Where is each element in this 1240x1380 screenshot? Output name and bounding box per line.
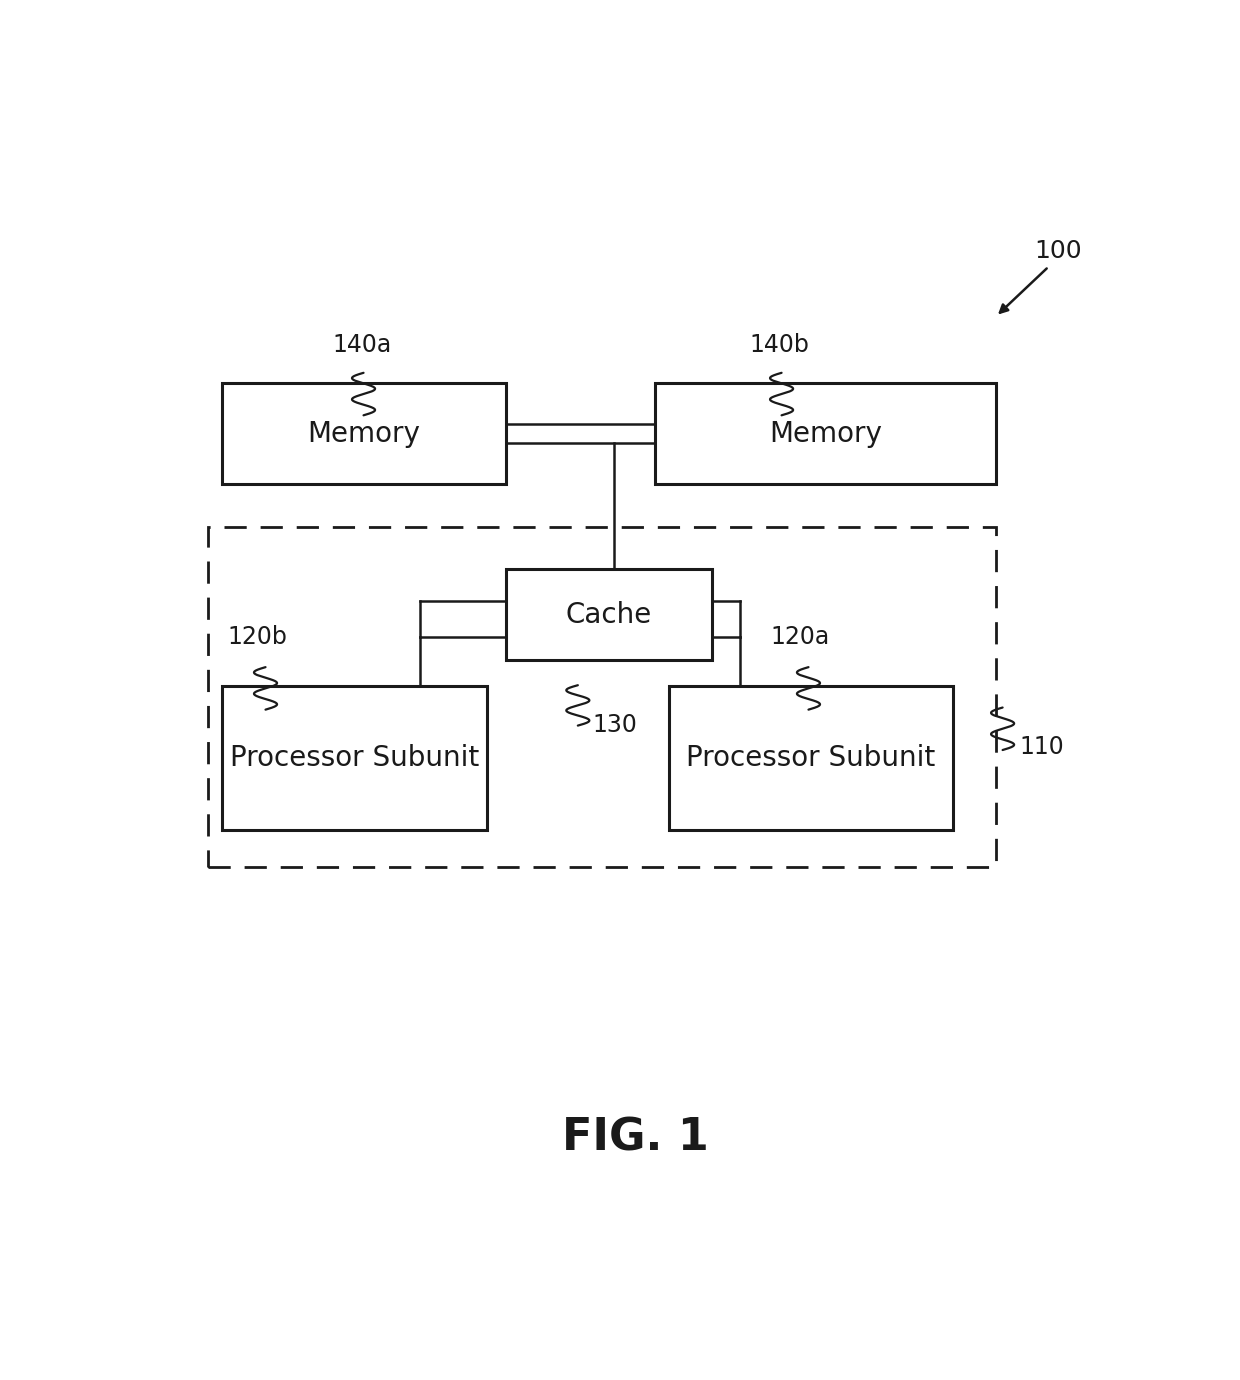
Text: FIG. 1: FIG. 1	[562, 1116, 709, 1159]
Bar	[655, 384, 996, 484]
Text: 130: 130	[593, 713, 637, 737]
Text: 120b: 120b	[227, 625, 286, 649]
Bar	[222, 686, 486, 829]
Text: Memory: Memory	[769, 420, 882, 448]
Text: 140a: 140a	[332, 333, 392, 357]
Text: Processor Subunit: Processor Subunit	[229, 744, 479, 771]
Text: Processor Subunit: Processor Subunit	[686, 744, 935, 771]
Bar	[670, 686, 952, 829]
Text: Memory: Memory	[308, 420, 420, 448]
Bar	[222, 384, 506, 484]
Text: 110: 110	[1019, 734, 1065, 759]
Text: 140b: 140b	[750, 333, 810, 357]
Bar	[208, 527, 996, 867]
Text: Cache: Cache	[565, 600, 652, 628]
Bar	[506, 570, 712, 660]
Text: 120a: 120a	[770, 625, 830, 649]
Text: 100: 100	[1034, 239, 1083, 262]
